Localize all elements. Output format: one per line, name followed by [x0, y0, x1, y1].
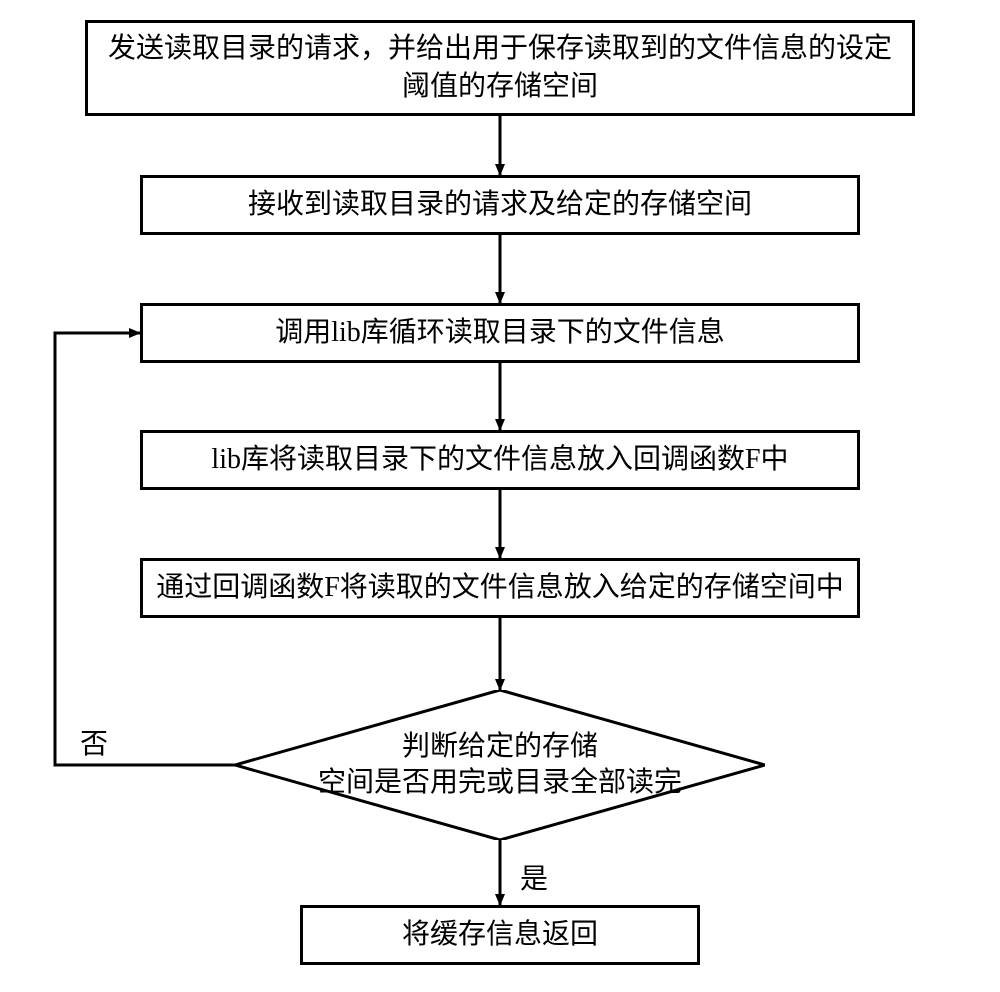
node-text: 将缓存信息返回: [402, 916, 598, 954]
node-decision-storage: 判断给定的存储 空间是否用完或目录全部读完: [235, 690, 765, 840]
node-text: 接收到读取目录的请求及给定的存储空间: [248, 186, 752, 224]
edge-label-yes: 是: [520, 857, 548, 897]
node-text: 判断给定的存储 空间是否用完或目录全部读完: [318, 729, 682, 802]
node-text: 发送读取目录的请求，并给出用于保存读取到的文件信息的设定阈值的存储空间: [98, 30, 902, 106]
node-return-cache: 将缓存信息返回: [300, 905, 700, 965]
node-send-request: 发送读取目录的请求，并给出用于保存读取到的文件信息的设定阈值的存储空间: [85, 20, 915, 116]
edges-layer: [0, 0, 1000, 992]
flowchart-canvas: 发送读取目录的请求，并给出用于保存读取到的文件信息的设定阈值的存储空间 接收到读…: [0, 0, 1000, 992]
node-receive-request: 接收到读取目录的请求及给定的存储空间: [140, 175, 860, 235]
node-call-lib-loop: 调用lib库循环读取目录下的文件信息: [140, 303, 860, 363]
node-store-via-callback: 通过回调函数F将读取的文件信息放入给定的存储空间中: [140, 558, 860, 618]
edge-label-no: 否: [80, 722, 108, 762]
edge-n6-n3: [55, 333, 235, 765]
node-text: lib库将读取目录下的文件信息放入回调函数F中: [211, 441, 788, 479]
node-text: 通过回调函数F将读取的文件信息放入给定的存储空间中: [156, 569, 844, 607]
node-lib-callback: lib库将读取目录下的文件信息放入回调函数F中: [140, 430, 860, 490]
node-text: 调用lib库循环读取目录下的文件信息: [275, 314, 725, 352]
